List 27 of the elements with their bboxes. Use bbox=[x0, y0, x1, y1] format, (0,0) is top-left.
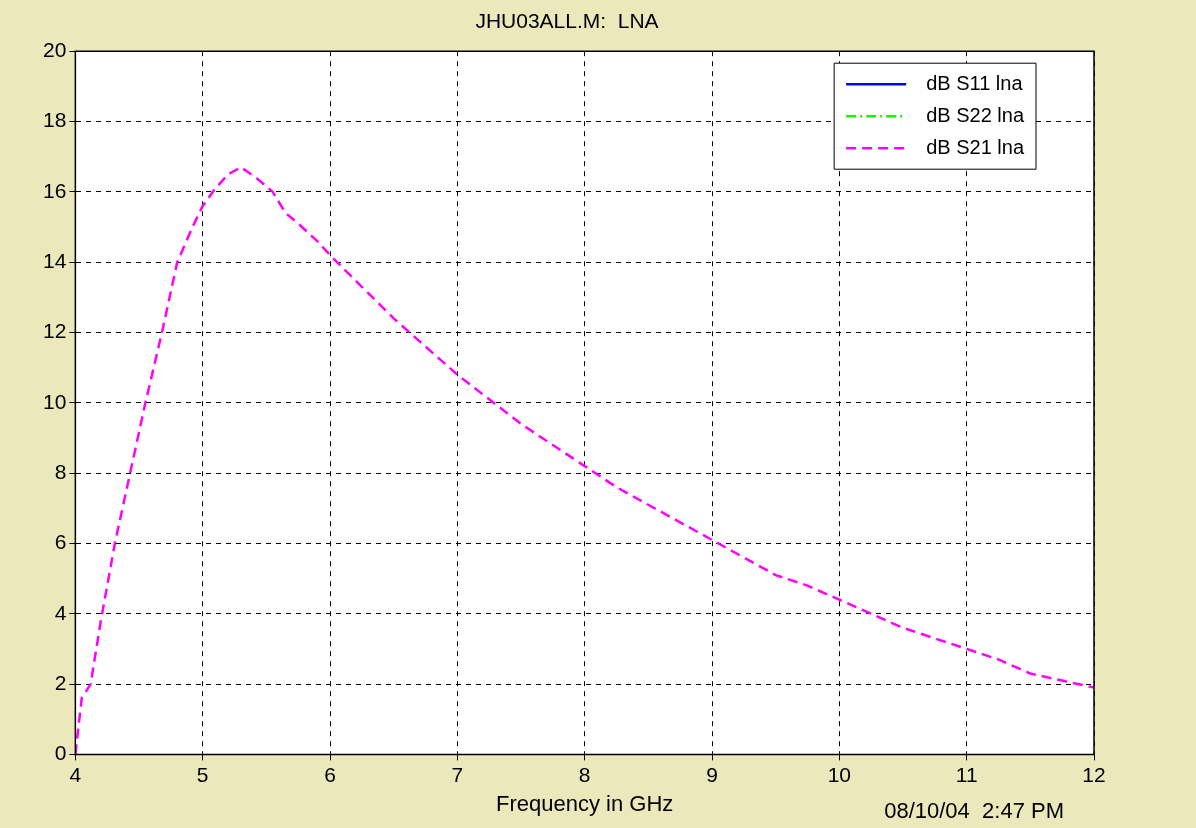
y-tick-label: 12 bbox=[43, 319, 67, 343]
y-tick-label: 16 bbox=[43, 178, 67, 202]
chart-title: JHU03ALL.M: LNA bbox=[475, 9, 659, 33]
line-series bbox=[75, 165, 1094, 755]
x-tick-label: 7 bbox=[451, 762, 464, 786]
y-tick-label: 8 bbox=[54, 459, 67, 483]
text: 08/10/04 2:47 PM bbox=[884, 798, 1064, 824]
legend-label: dB S21 lna bbox=[926, 135, 1025, 158]
y-tick-label: 10 bbox=[43, 389, 67, 413]
y-tick-label: 2 bbox=[54, 670, 67, 694]
y-tick-label: 18 bbox=[43, 108, 67, 132]
y-tick-label: 14 bbox=[43, 248, 67, 272]
x-tick-label: 4 bbox=[69, 762, 82, 786]
y-tick-label: 4 bbox=[54, 600, 67, 624]
x-tick-label: 5 bbox=[196, 762, 209, 786]
x-tick-label: 12 bbox=[1082, 762, 1106, 786]
x-axis-title: Frequency in GHz bbox=[496, 790, 674, 816]
x-tick-label: 8 bbox=[578, 762, 591, 786]
x-tick-label: 9 bbox=[706, 762, 718, 786]
y-tick-label: 0 bbox=[54, 741, 67, 765]
y-tick-label: 20 bbox=[43, 38, 67, 61]
x-tick-label: 11 bbox=[955, 762, 978, 786]
y-tick-label: 6 bbox=[54, 530, 67, 554]
legend-label: dB S11 lna bbox=[926, 71, 1024, 94]
legend-label: dB S22 lna bbox=[926, 103, 1025, 126]
x-tick-label: 6 bbox=[324, 762, 336, 786]
x-tick-label: 10 bbox=[827, 762, 852, 786]
